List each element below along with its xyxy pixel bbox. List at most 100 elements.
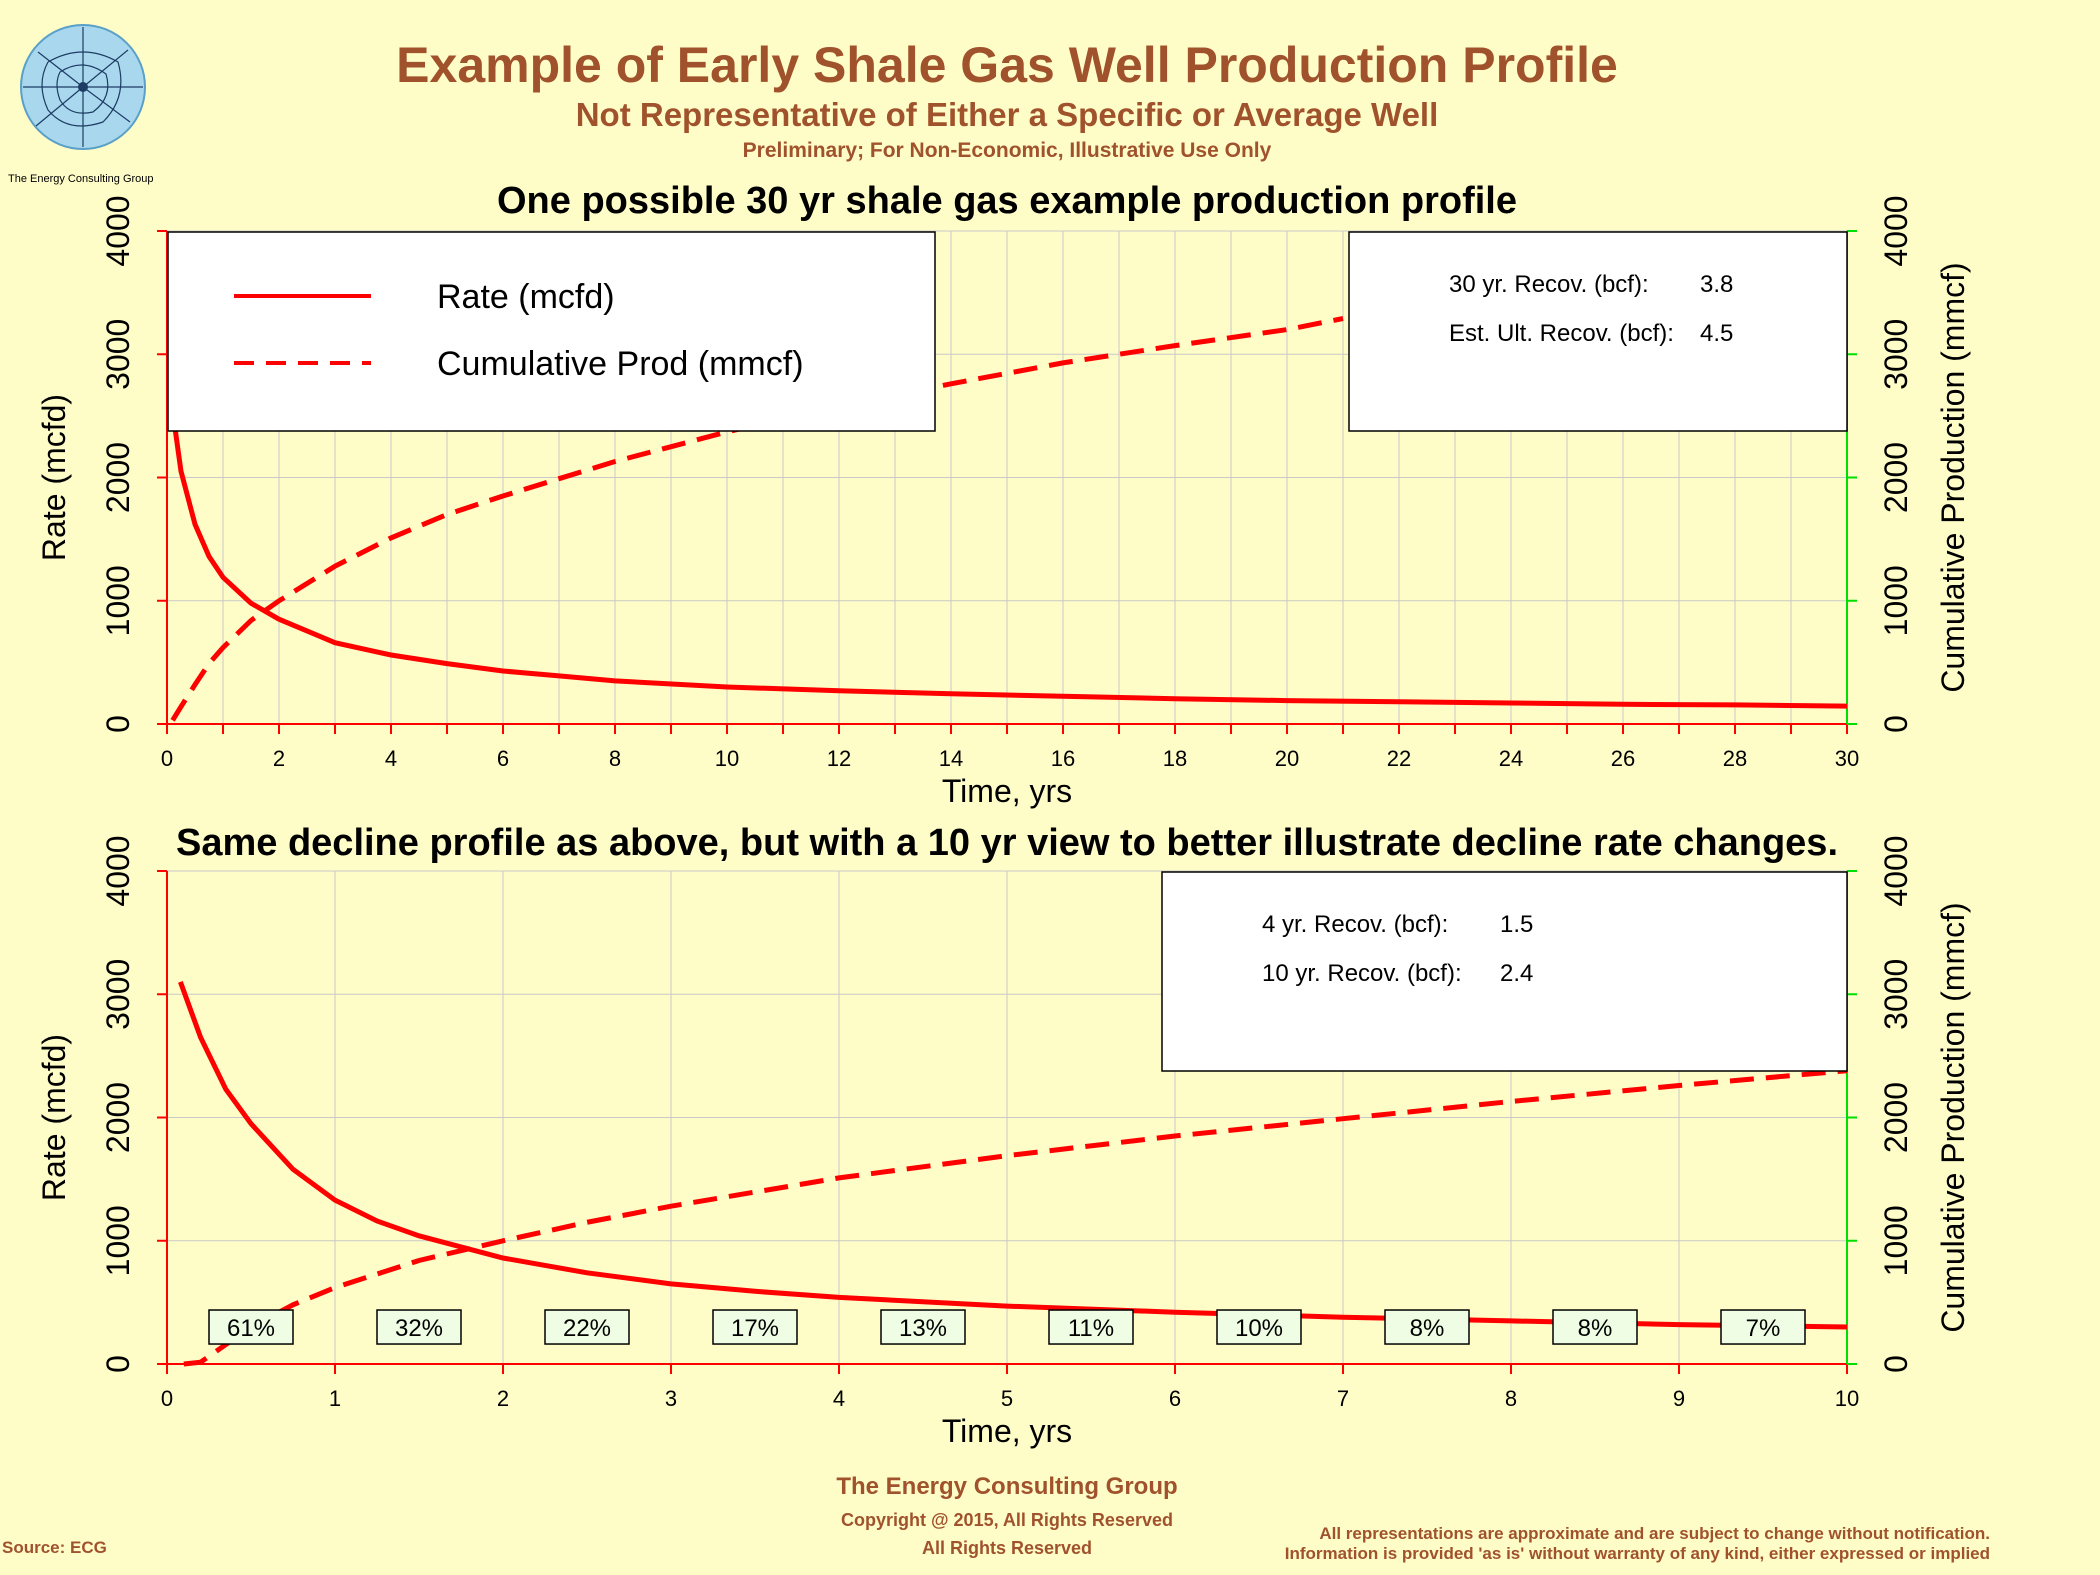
info-value: 3.8 bbox=[1700, 271, 1733, 298]
x-tick-label: 3 bbox=[665, 1386, 677, 1411]
logo-caption: The Energy Consulting Group bbox=[8, 173, 154, 185]
x-tick-label: 26 bbox=[1611, 746, 1635, 771]
y-tick-label-right: 4000 bbox=[1878, 195, 1914, 266]
x-tick-label: 6 bbox=[1169, 1386, 1181, 1411]
decline-label: 13% bbox=[899, 1315, 947, 1342]
footer-source: Source: ECG bbox=[2, 1538, 107, 1557]
chart-title: One possible 30 yr shale gas example pro… bbox=[497, 180, 1517, 222]
chart-title: Same decline profile as above, but with … bbox=[176, 822, 1838, 864]
decline-label-box bbox=[1384, 1309, 1470, 1345]
x-tick-label: 12 bbox=[827, 746, 851, 771]
x-tick-label: 6 bbox=[497, 746, 509, 771]
x-tick-label: 10 bbox=[1835, 1386, 1859, 1411]
y-axis-label-right: Cumulative Production (mmcf) bbox=[1935, 262, 1971, 692]
decline-label-box bbox=[712, 1309, 798, 1345]
ecg-logo bbox=[20, 24, 146, 150]
y-tick-label-left: 2000 bbox=[100, 442, 136, 513]
legend-label-cumulative: Cumulative Prod (mmcf) bbox=[437, 345, 804, 383]
decline-label-box bbox=[208, 1309, 294, 1345]
x-tick-label: 18 bbox=[1163, 746, 1187, 771]
decline-label: 11% bbox=[1068, 1315, 1114, 1342]
footer-rights: All Rights Reserved bbox=[921, 1538, 1093, 1558]
info-box-frame bbox=[1348, 231, 1848, 432]
x-tick-label: 8 bbox=[609, 746, 621, 771]
info-label: 10 yr. Recov. (bcf): bbox=[1262, 960, 1462, 987]
decline-label: 17% bbox=[731, 1315, 779, 1342]
info-box-frame bbox=[1161, 871, 1848, 1072]
decline-label-box bbox=[1720, 1309, 1806, 1345]
y-tick-label-left: 1000 bbox=[100, 1205, 136, 1276]
footer-copyright: Copyright @ 2015, All Rights Reserved bbox=[841, 1510, 1173, 1530]
x-tick-label: 0 bbox=[161, 1386, 173, 1411]
decline-label: 22% bbox=[563, 1315, 611, 1342]
y-axis-label-left: Rate (mcfd) bbox=[36, 1034, 72, 1201]
x-tick-label: 28 bbox=[1723, 746, 1747, 771]
decline-label: 10% bbox=[1235, 1315, 1283, 1342]
x-tick-label: 14 bbox=[939, 746, 963, 771]
info-box: 4 yr. Recov. (bcf): 1.5 10 yr. Recov. (bcf… bbox=[1161, 871, 1848, 1072]
footer-disclaimer: All representations are approximate and … bbox=[1319, 1524, 1990, 1543]
y-tick-label-right: 2000 bbox=[1878, 442, 1914, 513]
x-tick-label: 30 bbox=[1835, 746, 1859, 771]
y-tick-label-right: 1000 bbox=[1878, 565, 1914, 636]
footer-company: The Energy Consulting Group bbox=[836, 1473, 1178, 1500]
x-tick-label: 16 bbox=[1051, 746, 1075, 771]
x-tick-label: 0 bbox=[161, 746, 173, 771]
x-tick-label: 1 bbox=[329, 1386, 341, 1411]
y-tick-label-left: 1000 bbox=[100, 565, 136, 636]
y-tick-label-left: 0 bbox=[100, 715, 136, 733]
x-tick-label: 9 bbox=[1673, 1386, 1685, 1411]
decline-label-box bbox=[544, 1309, 630, 1345]
y-tick-label-left: 4000 bbox=[100, 195, 136, 266]
y-tick-label-right: 3000 bbox=[1878, 319, 1914, 390]
decline-label-box bbox=[376, 1309, 462, 1345]
x-tick-label: 7 bbox=[1337, 1386, 1349, 1411]
y-tick-label-right: 2000 bbox=[1878, 1082, 1914, 1153]
x-tick-label: 10 bbox=[715, 746, 739, 771]
decline-label: 7% bbox=[1746, 1315, 1781, 1342]
chart-legend: Rate (mcfd) Cumulative Prod (mmcf) bbox=[167, 231, 936, 432]
x-tick-label: 22 bbox=[1387, 746, 1411, 771]
legend-box bbox=[167, 231, 936, 432]
decline-label: 8% bbox=[1410, 1315, 1445, 1342]
x-tick-label: 20 bbox=[1275, 746, 1299, 771]
y-tick-label-left: 2000 bbox=[100, 1082, 136, 1153]
decline-label-box bbox=[1048, 1309, 1134, 1345]
x-tick-label: 24 bbox=[1499, 746, 1523, 771]
x-tick-label: 2 bbox=[273, 746, 285, 771]
info-label: 30 yr. Recov. (bcf): bbox=[1449, 271, 1649, 298]
info-box: 30 yr. Recov. (bcf): 3.8 Est. Ult. Recov. … bbox=[1348, 231, 1848, 432]
y-tick-label-left: 4000 bbox=[100, 835, 136, 906]
info-value: 4.5 bbox=[1700, 320, 1733, 347]
series-line-cumulative bbox=[170, 316, 1344, 722]
x-tick-label: 4 bbox=[385, 746, 397, 771]
info-value: 2.4 bbox=[1500, 960, 1533, 987]
x-axis-label: Time, yrs bbox=[942, 773, 1072, 809]
y-tick-label-right: 0 bbox=[1878, 1355, 1914, 1373]
y-axis-label-right: Cumulative Production (mmcf) bbox=[1935, 902, 1971, 1332]
x-axis-label: Time, yrs bbox=[942, 1413, 1072, 1449]
page-subtitle: Not Representative of Either a Specific … bbox=[575, 96, 1439, 133]
decline-label-box bbox=[880, 1309, 966, 1345]
decline-label: 61% bbox=[227, 1315, 275, 1342]
y-tick-label-right: 0 bbox=[1878, 715, 1914, 733]
legend-label-rate: Rate (mcfd) bbox=[437, 278, 615, 316]
y-tick-label-left: 0 bbox=[100, 1355, 136, 1373]
decline-label-box bbox=[1552, 1309, 1638, 1345]
y-tick-label-left: 3000 bbox=[100, 319, 136, 390]
info-value: 1.5 bbox=[1500, 911, 1533, 938]
series-line-rate bbox=[178, 981, 1848, 1330]
decline-label: 8% bbox=[1578, 1315, 1613, 1342]
decline-label: 32% bbox=[395, 1315, 443, 1342]
y-tick-label-right: 3000 bbox=[1878, 959, 1914, 1030]
y-tick-label-right: 4000 bbox=[1878, 835, 1914, 906]
info-label: Est. Ult. Recov. (bcf): bbox=[1449, 320, 1674, 347]
y-tick-label-right: 1000 bbox=[1878, 1205, 1914, 1276]
y-tick-label-left: 3000 bbox=[100, 959, 136, 1030]
info-label: 4 yr. Recov. (bcf): bbox=[1262, 911, 1448, 938]
x-tick-label: 2 bbox=[497, 1386, 509, 1411]
x-tick-label: 5 bbox=[1001, 1386, 1013, 1411]
